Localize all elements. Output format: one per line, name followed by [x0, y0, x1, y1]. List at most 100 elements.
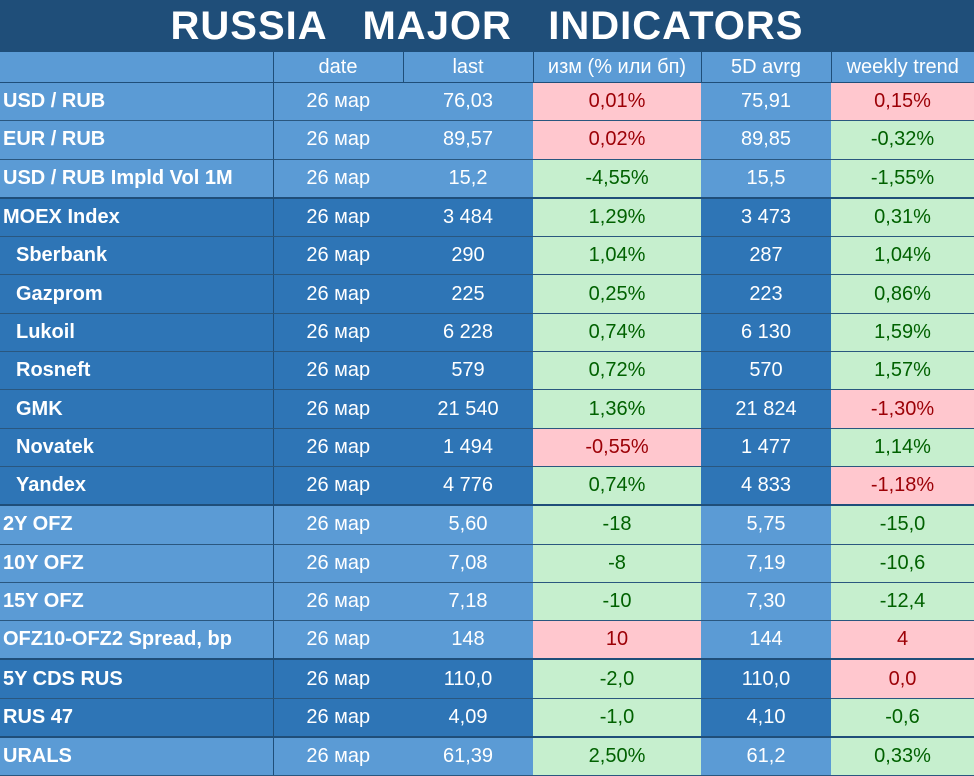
- date-cell: 26 мар: [273, 466, 403, 506]
- last-value-cell: 290: [403, 236, 533, 276]
- weekly-trend-cell: 1,57%: [831, 351, 974, 391]
- header-5d-average: 5D avrg: [700, 52, 831, 83]
- header-change: изм (% или бп): [532, 52, 701, 83]
- indicator-name: Yandex: [0, 466, 274, 506]
- weekly-trend-cell: 0,86%: [831, 274, 974, 314]
- change-cell: 10: [533, 620, 701, 660]
- date-cell: 26 мар: [273, 196, 403, 238]
- date-cell: 26 мар: [273, 389, 403, 429]
- weekly-trend-cell: -0,32%: [831, 120, 974, 160]
- last-value-cell: 1 494: [403, 428, 533, 467]
- table-row: 10Y OFZ 26 мар 7,08 -8 7,19 -10,6: [0, 544, 974, 583]
- indicator-name: 15Y OFZ: [0, 582, 274, 622]
- last-value-cell: 7,18: [403, 582, 533, 622]
- indicator-name: 2Y OFZ: [0, 504, 274, 545]
- change-cell: -2,0: [533, 658, 701, 699]
- five-day-average-cell: 4,10: [701, 698, 831, 738]
- last-value-cell: 4 776: [403, 466, 533, 506]
- weekly-trend-cell: -0,6: [831, 698, 974, 738]
- five-day-average-cell: 7,30: [701, 582, 831, 622]
- last-value-cell: 15,2: [403, 159, 533, 199]
- weekly-trend-cell: 0,0: [831, 658, 974, 699]
- page-title: RUSSIA MAJOR INDICATORS: [0, 0, 974, 52]
- table-row: 5Y CDS RUS 26 мар 110,0 -2,0 110,0 0,0: [0, 658, 974, 699]
- change-cell: -18: [533, 504, 701, 545]
- change-cell: 0,02%: [533, 120, 701, 160]
- date-cell: 26 мар: [273, 120, 403, 160]
- date-cell: 26 мар: [273, 658, 403, 699]
- last-value-cell: 6 228: [403, 313, 533, 353]
- date-cell: 26 мар: [273, 313, 403, 353]
- five-day-average-cell: 144: [701, 620, 831, 660]
- last-value-cell: 4,09: [403, 698, 533, 738]
- table-row: Sberbank 26 мар 290 1,04% 287 1,04%: [0, 236, 974, 276]
- last-value-cell: 148: [403, 620, 533, 660]
- table-row: GMK 26 мар 21 540 1,36% 21 824 -1,30%: [0, 389, 974, 429]
- table-row: EUR / RUB 26 мар 89,57 0,02% 89,85 -0,32%: [0, 120, 974, 160]
- five-day-average-cell: 3 473: [701, 196, 831, 238]
- weekly-trend-cell: -1,55%: [831, 159, 974, 199]
- table-row: Gazprom 26 мар 225 0,25% 223 0,86%: [0, 274, 974, 314]
- change-cell: 0,25%: [533, 274, 701, 314]
- change-cell: 0,74%: [533, 313, 701, 353]
- five-day-average-cell: 287: [701, 236, 831, 276]
- change-cell: 1,04%: [533, 236, 701, 276]
- change-cell: 0,74%: [533, 466, 701, 506]
- weekly-trend-cell: -1,18%: [831, 466, 974, 506]
- indicator-name: Gazprom: [0, 274, 274, 314]
- last-value-cell: 225: [403, 274, 533, 314]
- weekly-trend-cell: 1,14%: [831, 428, 974, 467]
- five-day-average-cell: 5,75: [701, 504, 831, 545]
- change-cell: -1,0: [533, 698, 701, 738]
- date-cell: 26 мар: [273, 351, 403, 391]
- table-row: 2Y OFZ 26 мар 5,60 -18 5,75 -15,0: [0, 504, 974, 545]
- last-value-cell: 110,0: [403, 658, 533, 699]
- indicator-name: OFZ10-OFZ2 Spread, bp: [0, 620, 274, 660]
- header-weekly-trend: weekly trend: [830, 52, 974, 83]
- table-row: RUS 47 26 мар 4,09 -1,0 4,10 -0,6: [0, 698, 974, 738]
- five-day-average-cell: 75,91: [701, 82, 831, 122]
- table-row: Novatek 26 мар 1 494 -0,55% 1 477 1,14%: [0, 428, 974, 467]
- indicator-name: USD / RUB: [0, 82, 274, 122]
- change-cell: 1,29%: [533, 196, 701, 238]
- table-row: Lukoil 26 мар 6 228 0,74% 6 130 1,59%: [0, 313, 974, 353]
- weekly-trend-cell: 0,33%: [831, 736, 974, 776]
- indicator-name: 10Y OFZ: [0, 544, 274, 583]
- header-date: date: [272, 52, 403, 83]
- five-day-average-cell: 223: [701, 274, 831, 314]
- indicator-name: USD / RUB Impld Vol 1M: [0, 159, 274, 199]
- change-cell: 0,01%: [533, 82, 701, 122]
- weekly-trend-cell: 0,31%: [831, 196, 974, 238]
- five-day-average-cell: 6 130: [701, 313, 831, 353]
- indicator-name: EUR / RUB: [0, 120, 274, 160]
- last-value-cell: 579: [403, 351, 533, 391]
- table-row: OFZ10-OFZ2 Spread, bp 26 мар 148 10 144 4: [0, 620, 974, 660]
- last-value-cell: 76,03: [403, 82, 533, 122]
- date-cell: 26 мар: [273, 620, 403, 660]
- date-cell: 26 мар: [273, 428, 403, 467]
- five-day-average-cell: 4 833: [701, 466, 831, 506]
- date-cell: 26 мар: [273, 736, 403, 776]
- table-header-row: date last изм (% или бп) 5D avrg weekly …: [0, 52, 974, 83]
- date-cell: 26 мар: [273, 236, 403, 276]
- five-day-average-cell: 570: [701, 351, 831, 391]
- indicator-name: MOEX Index: [0, 196, 274, 238]
- header-name: [0, 52, 274, 83]
- five-day-average-cell: 1 477: [701, 428, 831, 467]
- five-day-average-cell: 15,5: [701, 159, 831, 199]
- table-row: Yandex 26 мар 4 776 0,74% 4 833 -1,18%: [0, 466, 974, 506]
- date-cell: 26 мар: [273, 159, 403, 199]
- change-cell: -8: [533, 544, 701, 583]
- weekly-trend-cell: 0,15%: [831, 82, 974, 122]
- change-cell: 1,36%: [533, 389, 701, 429]
- five-day-average-cell: 21 824: [701, 389, 831, 429]
- indicator-name: Rosneft: [0, 351, 274, 391]
- indicator-name: GMK: [0, 389, 274, 429]
- change-cell: -10: [533, 582, 701, 622]
- indicator-name: URALS: [0, 736, 274, 776]
- change-cell: 2,50%: [533, 736, 701, 776]
- date-cell: 26 мар: [273, 544, 403, 583]
- indicators-table: date last изм (% или бп) 5D avrg weekly …: [0, 52, 974, 776]
- weekly-trend-cell: 4: [831, 620, 974, 660]
- indicator-name: Sberbank: [0, 236, 274, 276]
